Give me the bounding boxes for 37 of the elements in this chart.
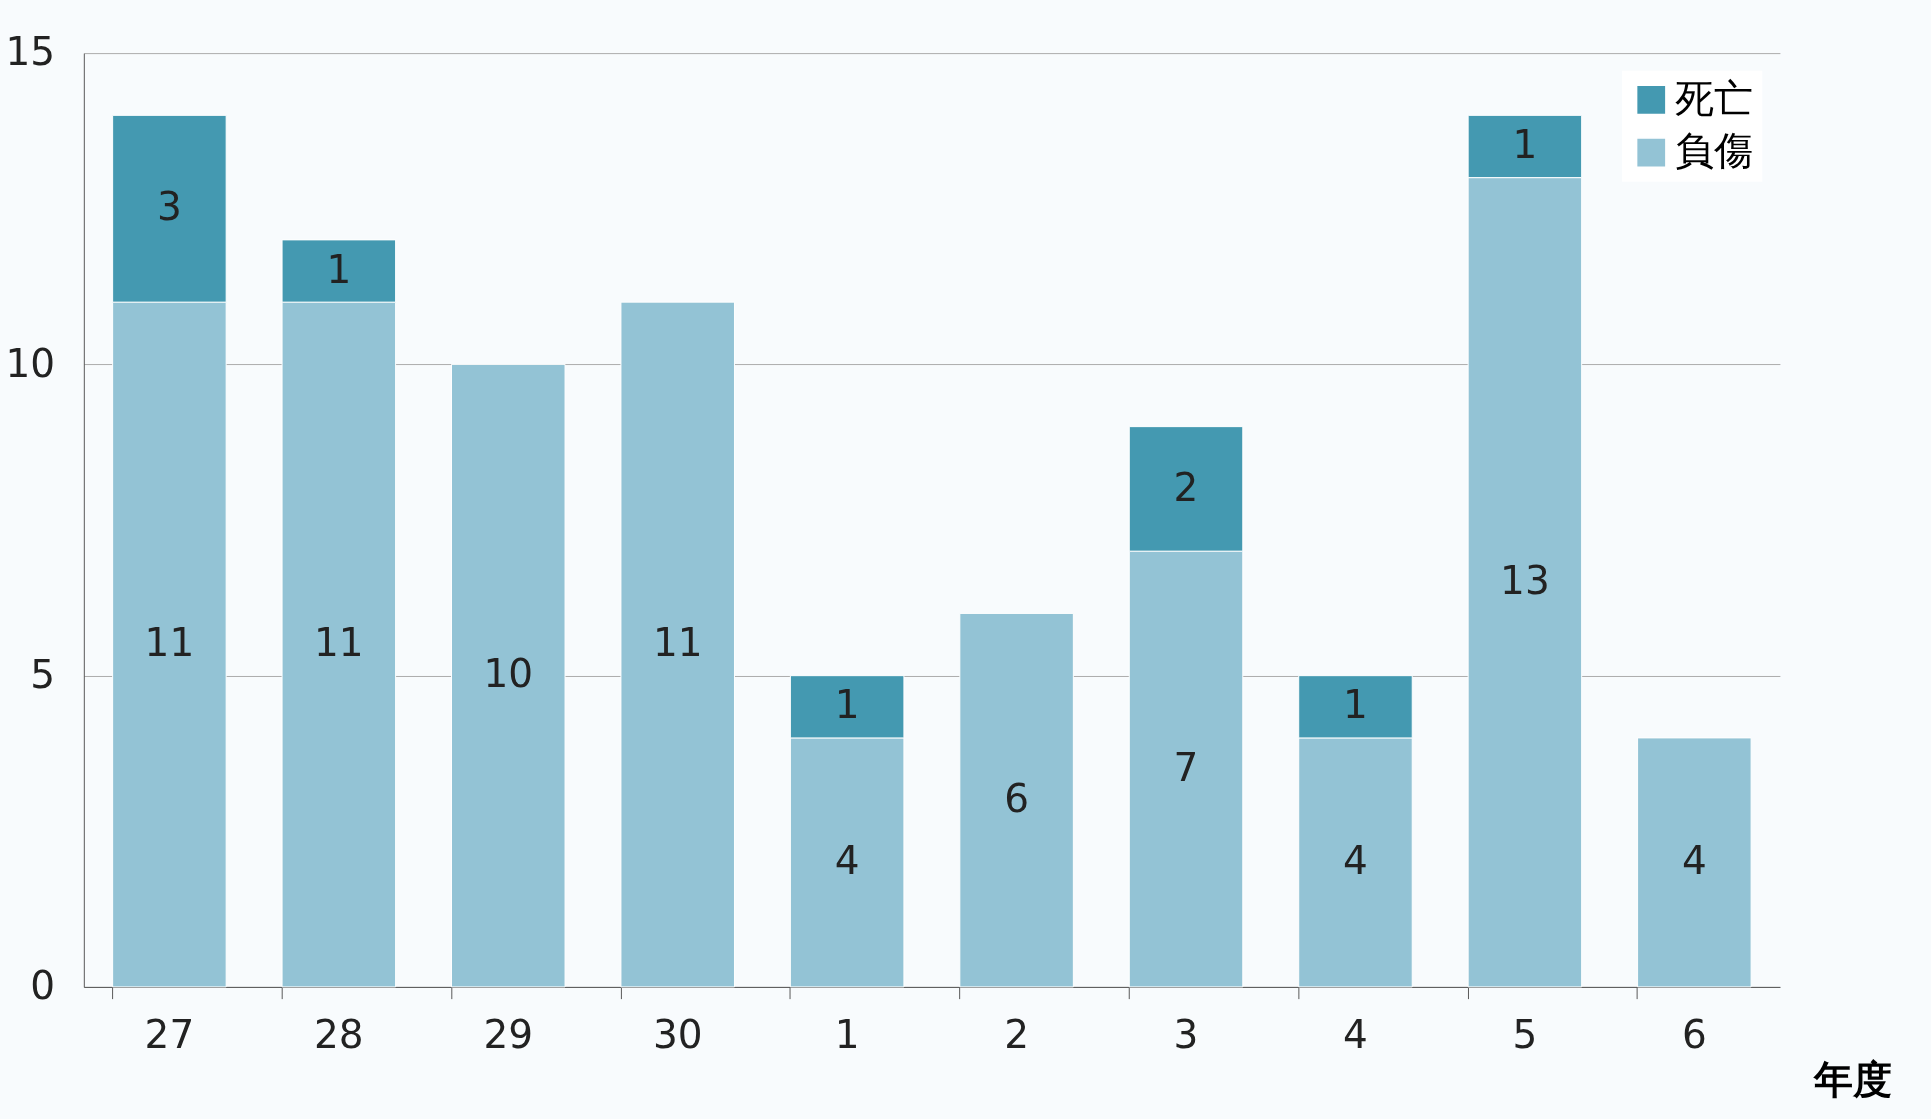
data-label: 4 — [834, 838, 860, 884]
data-label: 13 — [1500, 557, 1550, 603]
data-label: 4 — [1681, 838, 1707, 884]
x-tick-label: 1 — [834, 1011, 860, 1057]
bar — [959, 612, 1074, 988]
data-label: 1 — [326, 246, 352, 292]
x-tick-label: 4 — [1343, 1011, 1368, 1057]
data-label: 1 — [1512, 122, 1538, 168]
data-label: 10 — [483, 651, 534, 697]
x-tick-label: 5 — [1512, 1011, 1538, 1057]
legend-label: 負傷 — [1674, 128, 1753, 174]
legend-label: 死亡 — [1674, 75, 1753, 121]
x-tick-label: 28 — [314, 1011, 364, 1057]
x-tick-label: 2 — [1004, 1011, 1029, 1057]
data-label: 3 — [156, 184, 182, 230]
x-tick-label: 3 — [1173, 1011, 1199, 1057]
x-tick-label: 29 — [483, 1011, 534, 1057]
y-tick-label: 5 — [30, 651, 56, 697]
y-tick-label: 15 — [5, 29, 56, 75]
x-tick-label: 6 — [1681, 1011, 1707, 1057]
data-label: 1 — [834, 682, 860, 728]
data-label: 11 — [314, 620, 364, 666]
x-tick-label: 27 — [144, 1011, 195, 1057]
x-tick-label: 30 — [652, 1011, 703, 1057]
data-label: 7 — [1173, 744, 1199, 790]
data-label: 11 — [144, 620, 195, 666]
x-axis-title: 年度 — [1813, 1056, 1893, 1102]
bar — [1637, 737, 1752, 988]
bar — [451, 363, 566, 988]
y-tick-label: 10 — [5, 340, 56, 386]
data-label: 11 — [652, 620, 703, 666]
data-label: 2 — [1173, 464, 1199, 510]
data-label: 4 — [1343, 838, 1368, 884]
y-tick-label: 0 — [30, 963, 56, 1009]
bar — [620, 301, 735, 988]
data-label: 6 — [1004, 775, 1029, 821]
data-label: 1 — [1343, 682, 1368, 728]
